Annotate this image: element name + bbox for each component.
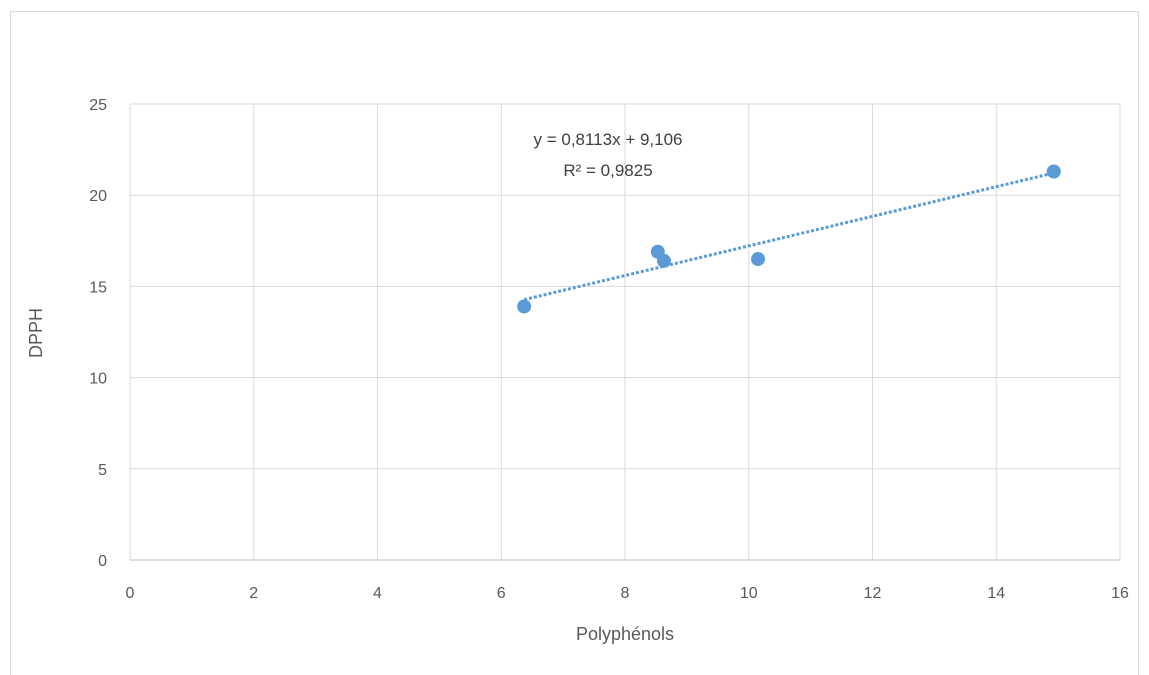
y-tick-label: 15 <box>89 279 107 296</box>
data-point <box>656 253 671 268</box>
x-tick-label: 16 <box>1111 585 1129 602</box>
gridlines <box>130 103 1121 560</box>
y-tick-label: 20 <box>89 188 107 205</box>
x-axis-title: Polyphénols <box>576 624 674 644</box>
x-tick-label: 12 <box>864 585 882 602</box>
y-axis-title: DPPH <box>26 308 46 358</box>
tick-labels: 0 2 4 6 8 10 12 14 16 0 5 10 15 20 25 <box>89 97 1129 602</box>
y-tick-label: 10 <box>89 371 107 388</box>
axes <box>129 104 1120 561</box>
chart-area <box>10 11 1139 675</box>
x-tick-label: 10 <box>740 585 758 602</box>
y-tick-label: 0 <box>98 553 107 570</box>
x-tick-label: 6 <box>497 585 506 602</box>
data-point <box>751 252 766 267</box>
x-tick-label: 14 <box>987 585 1005 602</box>
x-tick-label: 0 <box>126 585 135 602</box>
data-points <box>517 164 1061 314</box>
data-point <box>1046 164 1061 179</box>
trendline-r2: R² = 0,9825 <box>563 161 652 180</box>
y-tick-label: 25 <box>89 97 107 114</box>
data-point <box>517 299 532 314</box>
trendline-equation: y = 0,8113x + 9,106 <box>533 130 682 149</box>
x-tick-label: 2 <box>249 585 258 602</box>
y-tick-label: 5 <box>98 462 107 479</box>
x-tick-label: 8 <box>621 585 630 602</box>
trendline-group <box>523 171 1055 302</box>
x-tick-label: 4 <box>373 585 382 602</box>
trendline <box>523 171 1055 302</box>
